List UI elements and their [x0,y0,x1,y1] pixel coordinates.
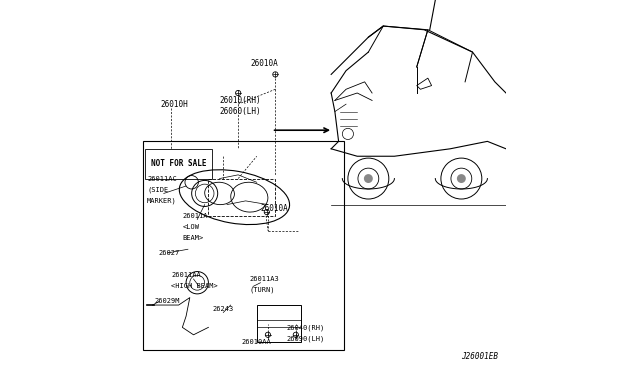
Text: NOT FOR SALE: NOT FOR SALE [151,159,206,168]
Text: 26010A: 26010A [250,59,278,68]
Bar [209,179,275,216]
Text: 26243: 26243 [212,306,234,312]
Text: 26011A3: 26011A3 [250,276,279,282]
Bar [143,141,344,350]
Bar [257,305,301,342]
Text: 26010A: 26010A [260,204,288,213]
Text: 26010(RH): 26010(RH) [220,96,261,105]
Text: 26027: 26027 [158,250,179,256]
Text: <HIGH BEAM>: <HIGH BEAM> [172,283,218,289]
Text: MARKER): MARKER) [147,198,177,204]
Text: (TURN): (TURN) [250,287,275,294]
Text: (SIDE: (SIDE [147,186,168,193]
Text: 26011A: 26011A [182,213,208,219]
Text: 26010H: 26010H [160,100,188,109]
Circle shape [457,174,466,183]
Bar [145,149,212,179]
Text: BEAM>: BEAM> [182,235,204,241]
Text: 26040(RH): 26040(RH) [287,324,324,331]
Circle shape [364,174,373,183]
Text: 26011AC: 26011AC [147,176,177,182]
Text: 26011AA: 26011AA [172,272,201,278]
Text: 26060(LH): 26060(LH) [220,107,261,116]
Text: J26001EB: J26001EB [461,352,499,361]
Text: 26010AA: 26010AA [242,339,271,345]
Text: 26029M: 26029M [154,298,180,304]
Text: 26090(LH): 26090(LH) [287,335,324,342]
Text: <LOW: <LOW [182,224,200,230]
